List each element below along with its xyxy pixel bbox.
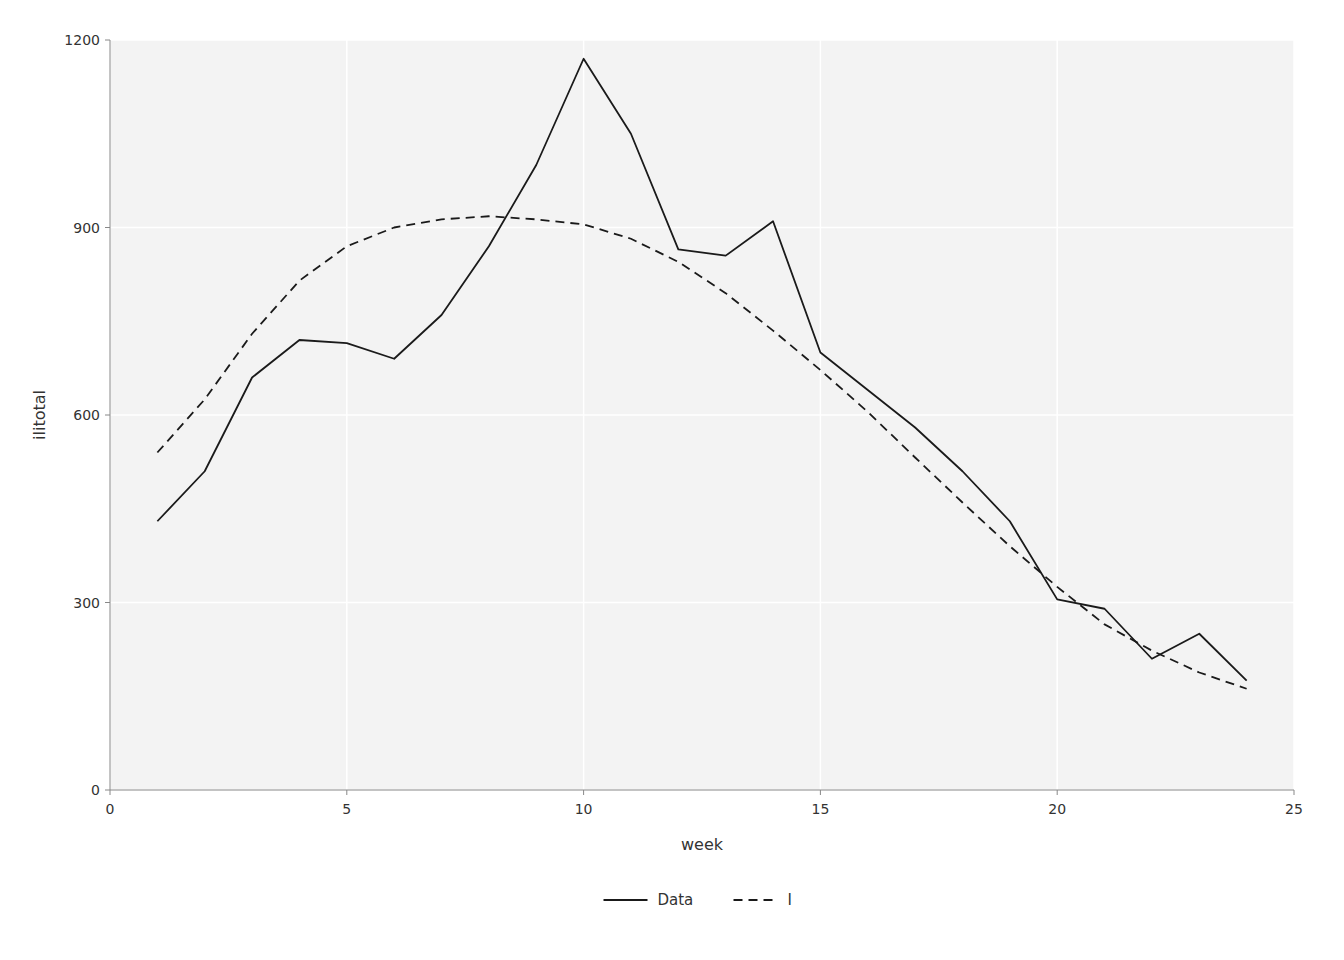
y-tick-label: 300	[73, 595, 100, 611]
x-tick	[1294, 790, 1295, 795]
y-tick	[105, 790, 110, 791]
x-tick	[1057, 790, 1058, 795]
y-tick-label: 900	[73, 220, 100, 236]
x-tick	[346, 790, 347, 795]
x-tick	[820, 790, 821, 795]
legend: Data I	[604, 891, 792, 909]
y-tick	[105, 415, 110, 416]
axes: 0 5 10 15 20 25 0 300 600 900 1200	[64, 32, 1303, 817]
x-axis-label: week	[681, 835, 724, 854]
y-axis-label: ilitotal	[30, 390, 49, 440]
chart-svg: 0 5 10 15 20 25 0 300 600 900 1200 week ilitotal Data…	[0, 0, 1344, 960]
series-line	[157, 59, 1246, 681]
x-tick-label: 5	[342, 801, 351, 817]
legend-swatch	[604, 899, 648, 901]
x-tick	[110, 790, 111, 795]
y-tick-label: 600	[73, 407, 100, 423]
y-tick-label: 0	[91, 782, 100, 798]
y-tick-label: 1200	[64, 32, 100, 48]
x-axis-line	[110, 790, 1294, 791]
grid-line-y	[110, 227, 1294, 229]
grid-line-y	[110, 602, 1294, 604]
plot-area	[157, 59, 1246, 689]
legend-label: I	[788, 891, 792, 909]
x-tick-label: 0	[106, 801, 115, 817]
x-tick-label: 20	[1048, 801, 1066, 817]
legend-swatch	[734, 899, 778, 901]
y-axis-line	[110, 40, 111, 790]
y-tick	[105, 602, 110, 603]
grid-line-y	[110, 414, 1294, 416]
x-tick-label: 10	[575, 801, 593, 817]
legend-label: Data	[658, 891, 694, 909]
plot-background	[110, 40, 1294, 790]
x-tick	[583, 790, 584, 795]
x-tick-label: 25	[1285, 801, 1303, 817]
y-tick	[105, 227, 110, 228]
series-line	[157, 216, 1246, 689]
chart-container: 0 5 10 15 20 25 0 300 600 900 1200 week ilitotal Data…	[0, 0, 1344, 960]
grid-line-y	[110, 39, 1294, 41]
x-tick-label: 15	[811, 801, 829, 817]
grid	[110, 40, 1294, 790]
grid-line-y	[110, 789, 1294, 791]
y-tick	[105, 40, 110, 41]
